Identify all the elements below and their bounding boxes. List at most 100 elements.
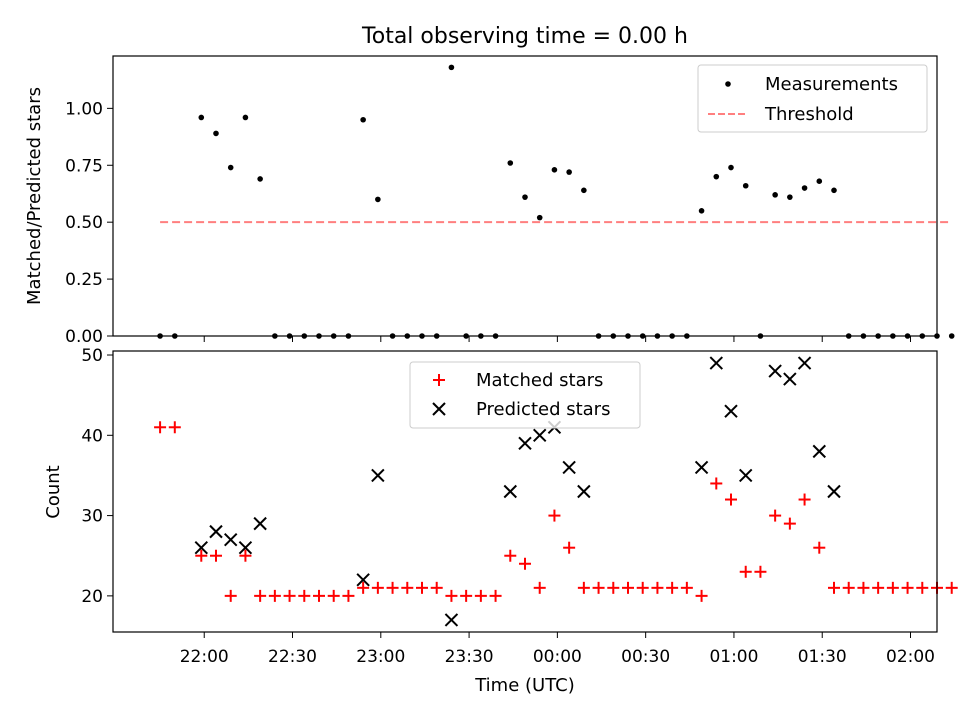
legend-predicted-label: Predicted stars	[476, 399, 610, 420]
matched-star-point	[327, 589, 340, 602]
predicted-star-point	[503, 484, 517, 499]
matched-star-point	[680, 581, 693, 594]
matched-star-point	[210, 549, 222, 562]
measurement-point	[360, 116, 366, 123]
matched-star-point	[283, 589, 296, 602]
legend-measurements-marker	[725, 81, 731, 87]
matched-star-point	[386, 581, 399, 594]
measurement-point	[257, 176, 263, 182]
matched-star-point	[504, 549, 517, 562]
matched-star-point	[886, 581, 899, 594]
legend-threshold-label: Threshold	[764, 104, 854, 125]
matched-star-point	[430, 581, 443, 594]
matched-star-point	[739, 565, 752, 578]
measurement-point	[713, 173, 720, 180]
predicted-star-point	[724, 404, 738, 418]
x-tick-label: 23:30	[445, 647, 494, 667]
bottom-legend: Matched stars Predicted stars	[409, 361, 641, 429]
matched-star-point	[754, 565, 767, 578]
predicted-star-point	[533, 428, 547, 443]
predicted-star-point	[253, 516, 267, 531]
matched-star-point	[842, 581, 855, 594]
measurement-point	[566, 169, 572, 175]
top-y-ticks: 0.00 0.25 0.50 0.75 1.00	[65, 99, 113, 347]
matched-star-point	[224, 589, 237, 602]
legend-matched-marker	[433, 374, 445, 386]
top-y-tick-label: 0.25	[65, 270, 103, 290]
measurement-point	[831, 187, 837, 194]
bottom-plot-marks	[154, 356, 958, 627]
top-plot: 0.00 0.25 0.50 0.75 1.00 Matched/Predicted s…	[24, 55, 955, 347]
matched-star-point	[783, 517, 796, 530]
predicted-star-point	[577, 484, 591, 499]
measurement-point	[448, 64, 455, 71]
top-plot-frame	[112, 55, 938, 337]
x-tick-label: 00:00	[533, 647, 582, 667]
predicted-star-point	[194, 540, 208, 555]
matched-star-point	[857, 581, 870, 594]
matched-star-point	[916, 581, 929, 594]
matched-star-point	[592, 581, 605, 594]
matched-star-point	[313, 589, 325, 602]
matched-star-point	[828, 581, 840, 594]
matched-star-point	[474, 589, 487, 602]
top-y-axis-label: Matched/Predicted stars	[24, 87, 45, 305]
predicted-star-point	[238, 540, 253, 555]
matched-star-point	[577, 581, 590, 594]
predicted-star-point	[356, 573, 370, 587]
matched-star-point	[798, 493, 811, 506]
predicted-star-point	[209, 524, 223, 539]
matched-star-point	[445, 589, 458, 602]
x-tick-label: 22:30	[268, 647, 317, 667]
top-legend-box	[697, 64, 928, 133]
predicted-star-point	[562, 460, 576, 475]
measurement-point	[787, 194, 793, 200]
measurement-point	[581, 187, 587, 194]
matched-star-point	[268, 589, 281, 602]
matched-star-point	[695, 589, 708, 602]
measurement-point	[242, 114, 249, 121]
matched-star-point	[651, 581, 664, 594]
bottom-y-tick-label: 40	[81, 426, 103, 446]
x-tick-label: 01:00	[709, 647, 758, 667]
x-tick-label: 22:00	[180, 647, 229, 667]
matched-star-point	[298, 589, 311, 602]
matched-star-point	[725, 493, 737, 506]
top-x-ticks	[203, 336, 912, 342]
measurement-point	[801, 185, 808, 191]
bottom-y-tick-label: 30	[81, 507, 103, 527]
figure-title: Total observing time = 0.00 h	[361, 24, 688, 49]
matched-star-point	[901, 581, 914, 594]
matched-star-point	[239, 549, 252, 562]
bottom-y-ticks: 20 30 40 50	[81, 346, 113, 607]
predicted-star-point	[797, 356, 812, 370]
matched-star-point	[666, 581, 679, 594]
top-legend: Measurements Threshold	[697, 64, 928, 133]
predicted-star-point	[224, 532, 238, 547]
matched-star-point	[254, 589, 267, 602]
top-y-tick-label: 0.75	[65, 156, 103, 176]
measurement-point	[198, 114, 205, 121]
matched-star-point	[154, 421, 167, 434]
matched-star-point	[460, 589, 473, 602]
bottom-x-ticks: 22:00 22:30 23:00 23:30 00:00 00:30 01:00 01:30…	[180, 632, 935, 667]
predicted-star-point	[739, 468, 753, 483]
top-y-tick-label: 1.00	[65, 99, 103, 119]
bottom-plot-frame	[112, 350, 938, 633]
measurement-point	[213, 130, 219, 137]
matched-star-point	[548, 509, 561, 522]
matched-star-point	[401, 581, 414, 594]
measurement-point	[948, 333, 955, 339]
matched-star-point	[813, 541, 826, 554]
matched-star-point	[342, 589, 355, 602]
matched-star-point	[636, 581, 649, 594]
bottom-y-tick-label: 20	[81, 587, 103, 607]
matched-star-point	[371, 581, 384, 594]
legend-measurements-label: Measurements	[765, 74, 898, 95]
measurement-point	[772, 192, 778, 198]
measurement-point	[698, 207, 705, 214]
top-y-tick-label: 0.50	[65, 213, 103, 233]
measurement-point	[227, 164, 234, 171]
bottom-y-axis-label: Count	[43, 465, 64, 518]
